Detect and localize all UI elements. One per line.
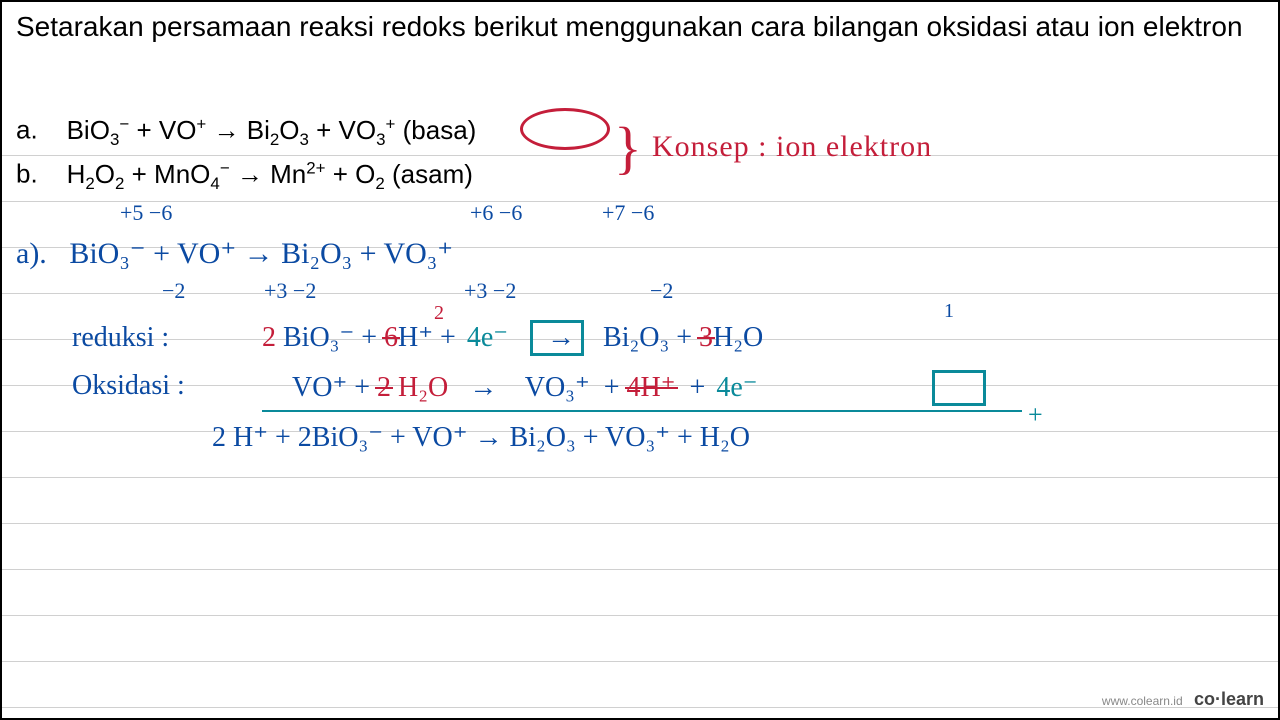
ox-strike4h: 4H⁺ — [627, 372, 676, 403]
ox-vo: VO⁺ — [292, 372, 347, 403]
red-above-1: 1 — [944, 300, 954, 323]
item-b-label: b. — [16, 159, 38, 189]
oksidasi-equation: VO⁺ + 2 H₂O → VO₃⁺ + 4H⁺ + 4e⁻ — [292, 370, 762, 404]
box-4e-reduksi — [530, 320, 584, 356]
plus-combine: + — [1028, 400, 1043, 430]
ox-bot-3: +3 −2 — [464, 278, 516, 304]
final-equation: 2 H⁺ + 2BiO₃⁻ + VO⁺ → Bi₂O₃ + VO₃⁺ + H₂O — [212, 420, 750, 454]
red-bio3: BiO₃⁻ — [283, 322, 354, 353]
red-coeff-2: 2 — [262, 322, 276, 353]
ox-plus2: + — [604, 372, 620, 403]
main-equation: BiO₃⁻ + VO⁺ → Bi₂O₃ + VO₃⁺ — [69, 237, 453, 270]
a-marker: a). — [16, 237, 47, 270]
red-above-2: 2 — [434, 302, 444, 325]
red-plus2: + — [440, 322, 456, 353]
konsep-text: Konsep : ion elektron — [652, 130, 932, 164]
watermark-brand: co·learn — [1194, 689, 1264, 709]
ox-4e: 4e⁻ — [712, 372, 761, 403]
red-h2o: H₂O — [713, 322, 763, 353]
ox-strike2: 2 — [377, 372, 391, 403]
ox-bot-4: −2 — [650, 278, 673, 304]
red-4e: 4e⁻ — [463, 322, 512, 353]
brace-icon: } — [614, 114, 642, 181]
ox-top-3: +7 −6 — [602, 200, 654, 226]
item-a-equation: BiO3− + VO+ → Bi2O3 + VO3+ (basa) — [67, 115, 477, 145]
reduksi-equation: 2 BiO₃⁻ + 6H⁺ + 4e⁻ → Bi₂O₃ + 3H₂O — [262, 320, 763, 354]
circle-basa — [520, 108, 610, 150]
page: Setarakan persamaan reaksi redoks beriku… — [0, 0, 1280, 720]
ox-vo3: VO₃⁺ — [525, 372, 590, 403]
red-strike3: 3 — [699, 322, 713, 353]
question-title: Setarakan persamaan reaksi redoks beriku… — [16, 10, 1246, 44]
ox-arrow: → — [469, 372, 497, 403]
ox-plus3: + — [690, 372, 706, 403]
sum-underline — [262, 410, 1022, 412]
red-plus3: + — [676, 322, 692, 353]
item-a: a. BiO3− + VO+ → Bi2O3 + VO3+ (basa) — [16, 114, 476, 150]
item-b-equation: H2O2 + MnO4− → Mn2+ + O2 (asam) — [67, 159, 473, 189]
ox-bot-1: −2 — [162, 278, 185, 304]
ox-bot-2: +3 −2 — [264, 278, 316, 304]
red-bi2o3: Bi₂O₃ — [603, 322, 669, 353]
watermark-url: www.colearn.id — [1102, 694, 1183, 708]
ox-plus1: + — [354, 372, 370, 403]
red-strike6: 6 — [384, 322, 398, 353]
item-a-label: a. — [16, 115, 38, 145]
ox-top-1: +5 −6 — [120, 200, 172, 226]
watermark: www.colearn.id co·learn — [1102, 689, 1264, 710]
red-plus1: + — [361, 322, 377, 353]
red-hplus: H⁺ — [398, 322, 433, 353]
oksidasi-label: Oksidasi : — [72, 370, 185, 402]
ox-h2o: H₂O — [398, 372, 448, 403]
ox-top-2: +6 −6 — [470, 200, 522, 226]
worked-line-a: a). BiO₃⁻ + VO⁺ → Bi₂O₃ + VO₃⁺ — [16, 236, 453, 271]
item-b: b. H2O2 + MnO4− → Mn2+ + O2 (asam) — [16, 158, 473, 194]
box-4e-oksidasi — [932, 370, 986, 406]
reduksi-label: reduksi : — [72, 322, 169, 354]
